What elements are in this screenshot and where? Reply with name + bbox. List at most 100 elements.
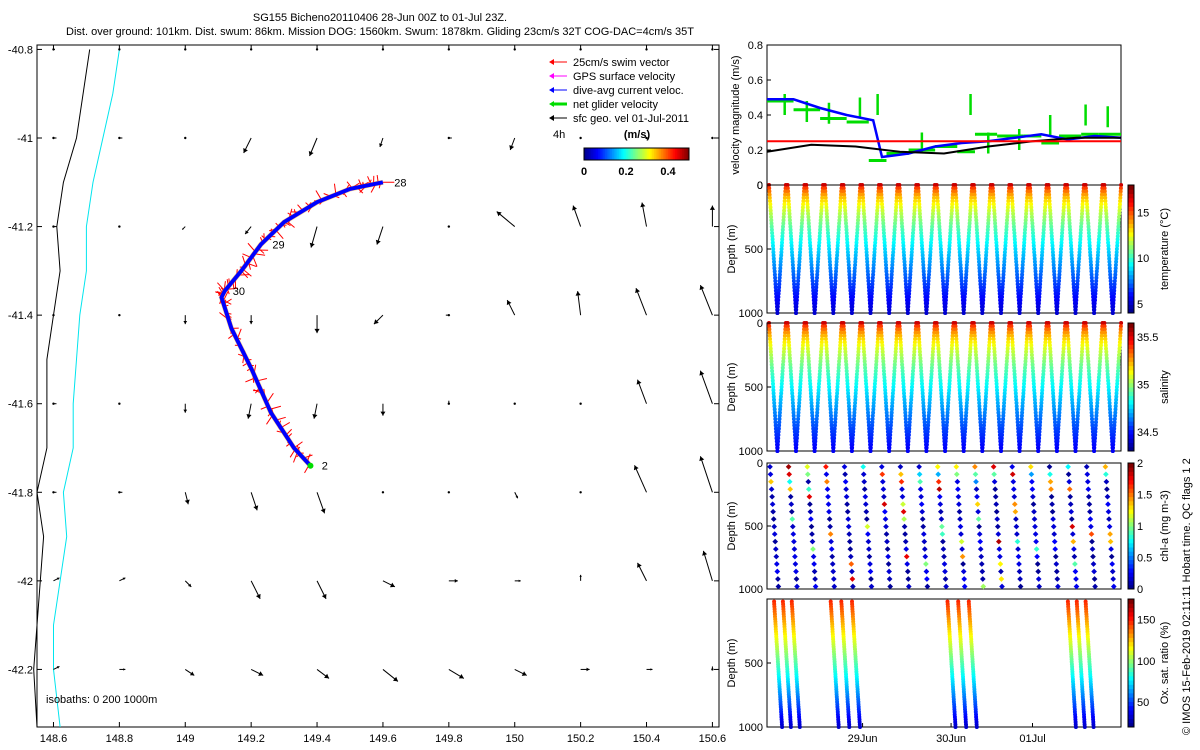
section-point — [813, 429, 818, 434]
section-point — [839, 192, 843, 197]
section-point — [767, 327, 772, 332]
section-point — [1004, 221, 1009, 226]
section-point — [957, 388, 962, 393]
section-point — [1115, 234, 1120, 239]
section-point — [854, 234, 859, 239]
section-point — [919, 227, 923, 232]
surface-arrowhead — [255, 593, 261, 599]
section-point — [1099, 199, 1104, 203]
section-point — [960, 426, 965, 431]
section-point — [890, 266, 895, 271]
section-point — [1111, 304, 1116, 309]
section-point — [1112, 288, 1117, 293]
section-point — [919, 237, 924, 242]
colorbar-cell — [675, 148, 677, 160]
section-point — [1004, 224, 1009, 229]
surface-arrowhead — [314, 328, 320, 334]
section-point — [843, 218, 848, 223]
section-point — [1047, 205, 1052, 210]
section-point — [1118, 192, 1123, 197]
section-point — [950, 202, 955, 207]
section-point — [780, 375, 785, 380]
colorbar-cell — [1128, 658, 1134, 664]
section-point — [799, 372, 803, 377]
section-point — [978, 282, 983, 287]
section-point — [858, 725, 862, 729]
section-point — [954, 333, 959, 338]
section-point — [825, 359, 830, 364]
section-point — [1032, 256, 1037, 261]
section-point — [1105, 234, 1110, 239]
section-point — [1098, 221, 1102, 226]
section-point — [873, 237, 878, 242]
section-point — [973, 205, 978, 210]
section-point — [1060, 227, 1065, 232]
section-point — [861, 208, 866, 213]
section-point — [769, 224, 774, 229]
section-point — [910, 240, 915, 245]
section-point — [866, 420, 871, 425]
section-point — [1043, 202, 1048, 207]
section-point — [852, 407, 857, 412]
section-point — [909, 259, 914, 264]
section-point — [863, 378, 868, 383]
colorbar-cell — [1128, 633, 1134, 638]
section-point — [919, 369, 924, 373]
colorbar-cell — [1128, 521, 1134, 527]
section-point — [876, 195, 881, 200]
section-point — [945, 279, 950, 283]
section-point — [829, 282, 834, 287]
section-point — [872, 243, 877, 248]
section-point — [1028, 199, 1033, 203]
surface-arrowhead — [253, 505, 259, 511]
section-point — [946, 263, 951, 267]
section-point — [1095, 263, 1100, 267]
section-point — [910, 237, 915, 242]
colorbar-cell — [1128, 231, 1134, 237]
section-point — [910, 385, 914, 389]
section-point — [772, 272, 777, 277]
section-point — [772, 266, 777, 271]
section-point — [1002, 259, 1007, 264]
section-point — [963, 429, 967, 434]
section-ylabel: Depth (m) — [726, 225, 738, 274]
section-point — [945, 272, 950, 277]
section-point — [844, 231, 849, 235]
section-point — [869, 439, 874, 444]
section-point — [963, 417, 968, 421]
colorbar-cell — [1128, 701, 1134, 707]
colorbar-cell — [1128, 492, 1134, 498]
section-point — [833, 423, 837, 428]
section-point — [881, 365, 886, 370]
section-point — [864, 253, 869, 258]
section-point — [816, 256, 821, 261]
section-point — [1114, 256, 1119, 261]
section-point — [946, 259, 951, 264]
section-point — [880, 346, 885, 351]
section-point — [841, 324, 846, 329]
section-point — [800, 356, 805, 361]
section-point — [816, 385, 821, 389]
section-point — [953, 330, 958, 335]
section-point — [888, 298, 892, 303]
section-point — [772, 259, 776, 264]
section-point — [1094, 272, 1099, 277]
section-point — [927, 404, 932, 409]
section-point — [965, 256, 970, 261]
colorbar-cell — [1128, 637, 1134, 643]
colorbar-title: (m/s) — [624, 129, 651, 141]
section-point — [901, 385, 906, 389]
section-point — [899, 211, 904, 216]
section-point — [941, 420, 946, 425]
section-point — [974, 725, 979, 729]
section-point — [961, 449, 966, 453]
section-point — [882, 240, 887, 245]
section-point — [919, 231, 924, 235]
y-tick-label: 500 — [745, 382, 763, 394]
section-point — [879, 327, 884, 332]
section-point — [874, 224, 879, 229]
section-point — [1111, 307, 1115, 312]
section-point — [797, 253, 802, 258]
section-point — [776, 439, 780, 444]
section-point — [860, 192, 865, 197]
